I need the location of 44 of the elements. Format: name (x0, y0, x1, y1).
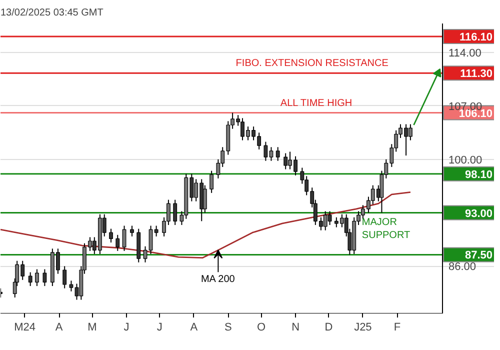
candlestick (28, 272, 32, 287)
y-tick-label: 114.00 (448, 48, 482, 60)
annotation: MAJOR SUPPORT (362, 216, 410, 241)
chart-title: 13/02/2025 03:45 GMT (0, 8, 104, 18)
x-tick-label: A (190, 322, 198, 334)
candlestick (328, 210, 332, 226)
x-tick-label: J (124, 322, 130, 334)
candlestick (116, 234, 120, 252)
candlestick (408, 124, 412, 141)
candlestick (143, 246, 148, 263)
series-label: MA 200 (200, 274, 236, 286)
candlestick (35, 268, 39, 287)
candlestick (284, 152, 288, 170)
candlestick (276, 146, 280, 162)
candlestick (202, 184, 207, 214)
annotation: FIBO. EXTENSION RESISTANCE (236, 58, 389, 70)
candlestick (62, 266, 67, 289)
x-tick-label: O (257, 322, 266, 334)
x-tick-label: M (88, 322, 97, 334)
candlestick (257, 132, 262, 150)
x-tick-label: J (156, 322, 162, 334)
ref-line-label: 87.50 (464, 250, 493, 262)
x-tick-label: D (324, 322, 333, 334)
candlestick (122, 225, 126, 252)
candlestick (360, 204, 365, 220)
x-tick-label: F (394, 322, 401, 334)
ref-line-label: 98.10 (464, 168, 493, 181)
x-tick-label: M24 (14, 322, 36, 334)
candlestick (130, 225, 134, 237)
candlestick (210, 170, 214, 194)
y-tick-label: 100.00 (448, 154, 482, 166)
x-tick-label: A (55, 322, 64, 334)
annotation: ALL TIME HIGH (280, 98, 352, 109)
y-tick-label: 86.00 (448, 261, 476, 274)
ref-line-label: 116.10 (459, 31, 493, 44)
candlestick (109, 228, 113, 244)
candlestick (69, 280, 74, 292)
ref-line-label: 93.00 (464, 208, 493, 220)
ref-line-label: 111.30 (460, 68, 493, 80)
candlestick (42, 268, 47, 287)
x-tick-label: J25 (354, 322, 372, 334)
candlestick (173, 199, 178, 226)
x-tick-label: S (224, 322, 232, 334)
x-tick-label: N (292, 322, 300, 334)
